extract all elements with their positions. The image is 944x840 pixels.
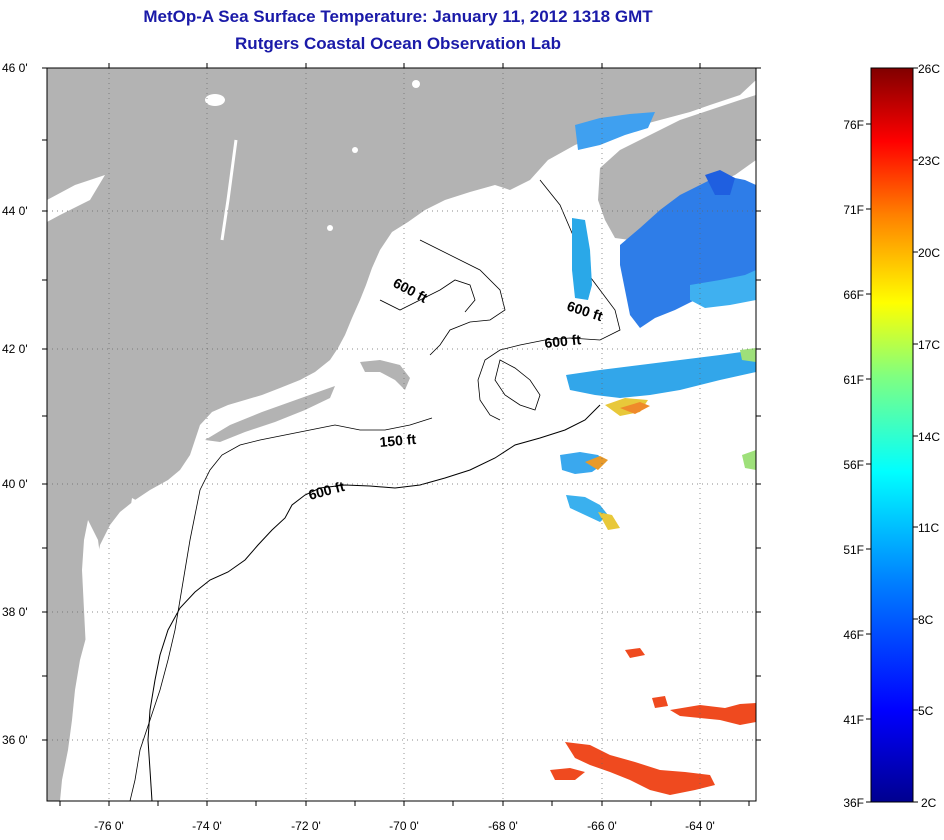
- lon-label: -70 0': [389, 819, 419, 833]
- lon-label: -72 0': [291, 819, 321, 833]
- lon-label: -76 0': [94, 819, 124, 833]
- colorbar-celsius-label: 5C: [918, 704, 934, 718]
- land-cape-cod: [360, 360, 410, 390]
- lat-label: 44 0': [2, 204, 28, 218]
- sst-patch-gulfstream-5: [652, 696, 668, 708]
- lon-label: -68 0': [488, 819, 518, 833]
- colorbar-fahrenheit-label: 61F: [843, 373, 864, 387]
- contour-label-600ft-georges: 600 ft: [544, 331, 582, 351]
- colorbar-fahrenheit-label: 46F: [843, 628, 864, 642]
- sst-patch-east-green: [740, 348, 756, 362]
- colorbar-fahrenheit-label: 56F: [843, 458, 864, 472]
- water-delaware-bay: [128, 498, 150, 540]
- land-us-northeast: [47, 68, 756, 801]
- sst-patch-slope-1: [560, 452, 606, 474]
- lake: [412, 80, 420, 88]
- colorbar-celsius-ticks: [913, 67, 918, 803]
- colorbar-fahrenheit-label: 36F: [843, 796, 864, 810]
- contour-label-150ft: 150 ft: [379, 431, 417, 450]
- sst-patch-gulfstream-2: [565, 742, 715, 795]
- graticule: [47, 68, 756, 801]
- gulf-of-maine-contour: [379, 279, 476, 313]
- land-nova-scotia: [598, 95, 756, 240]
- gulf-of-maine-contour: [419, 239, 506, 356]
- lake: [352, 147, 358, 153]
- lon-label: -66 0': [587, 819, 617, 833]
- sst-patch-gulfstream-4: [625, 648, 645, 658]
- sst-patch-east-green2: [742, 450, 756, 470]
- map-panel: [47, 68, 756, 801]
- lake-ontario-edge: [47, 175, 105, 222]
- land-long-island: [205, 386, 335, 442]
- shelf-break-600ft-contour: [147, 404, 601, 801]
- axis-ticks: [42, 63, 761, 806]
- colorbar-fahrenheit-ticks: [866, 123, 871, 803]
- lat-label: 38 0': [2, 605, 28, 619]
- water-chesapeake-bay: [82, 520, 104, 720]
- sst-patch-bay-of-fundy: [575, 112, 655, 150]
- map-frame: [46, 67, 757, 802]
- lake-champlain: [220, 139, 238, 241]
- sst-patch-scotian-shelf-cyan: [690, 270, 756, 308]
- lat-label: 36 0': [2, 733, 28, 747]
- lat-label: 42 0': [2, 342, 28, 356]
- georges-bank-contour: [494, 359, 541, 411]
- lake: [327, 225, 333, 231]
- sst-patch-georges-south: [566, 350, 756, 398]
- sst-patch-slope-1-warm: [585, 456, 608, 470]
- lat-label: 40 0': [2, 477, 28, 491]
- colorbar-fahrenheit-label: 71F: [843, 203, 864, 217]
- colorbar-fahrenheit-label: 66F: [843, 288, 864, 302]
- map-title: MetOp-A Sea Surface Temperature: January…: [143, 7, 653, 26]
- lon-label: -74 0': [192, 819, 222, 833]
- sst-patch-slope-2: [566, 495, 608, 522]
- lake: [205, 94, 225, 106]
- colorbar: [870, 67, 914, 803]
- colorbar-celsius-label: 23C: [918, 154, 940, 168]
- inshore-150ft-contour: [129, 417, 433, 801]
- colorbar-celsius-label: 11C: [918, 521, 939, 535]
- sst-patch-georges-warm-orange: [620, 402, 650, 414]
- colorbar-celsius-label: 14C: [918, 430, 940, 444]
- sst-patch-gulf-of-maine-strip: [572, 218, 592, 300]
- colorbar-fahrenheit-label: 51F: [843, 543, 864, 557]
- sst-patch-slope-2-warm: [598, 512, 620, 530]
- colorbar-celsius-label: 2C: [921, 796, 937, 810]
- sst-patch-gulfstream-1: [670, 703, 756, 725]
- colorbar-celsius-label: 20C: [918, 246, 940, 260]
- colorbar-celsius-label: 8C: [918, 613, 934, 627]
- map-subtitle: Rutgers Coastal Ocean Observation Lab: [235, 34, 561, 53]
- colorbar-celsius-label: 26C: [918, 62, 940, 76]
- lat-label: 46 0': [2, 61, 28, 75]
- sst-patch-nova-scotia-tip: [705, 170, 735, 195]
- lon-label: -64 0': [685, 819, 715, 833]
- colorbar-fahrenheit-label: 41F: [843, 713, 864, 727]
- colorbar-celsius-label: 17C: [918, 338, 940, 352]
- colorbar-fahrenheit-label: 76F: [843, 118, 864, 132]
- sst-patch-gulfstream-3: [550, 768, 585, 780]
